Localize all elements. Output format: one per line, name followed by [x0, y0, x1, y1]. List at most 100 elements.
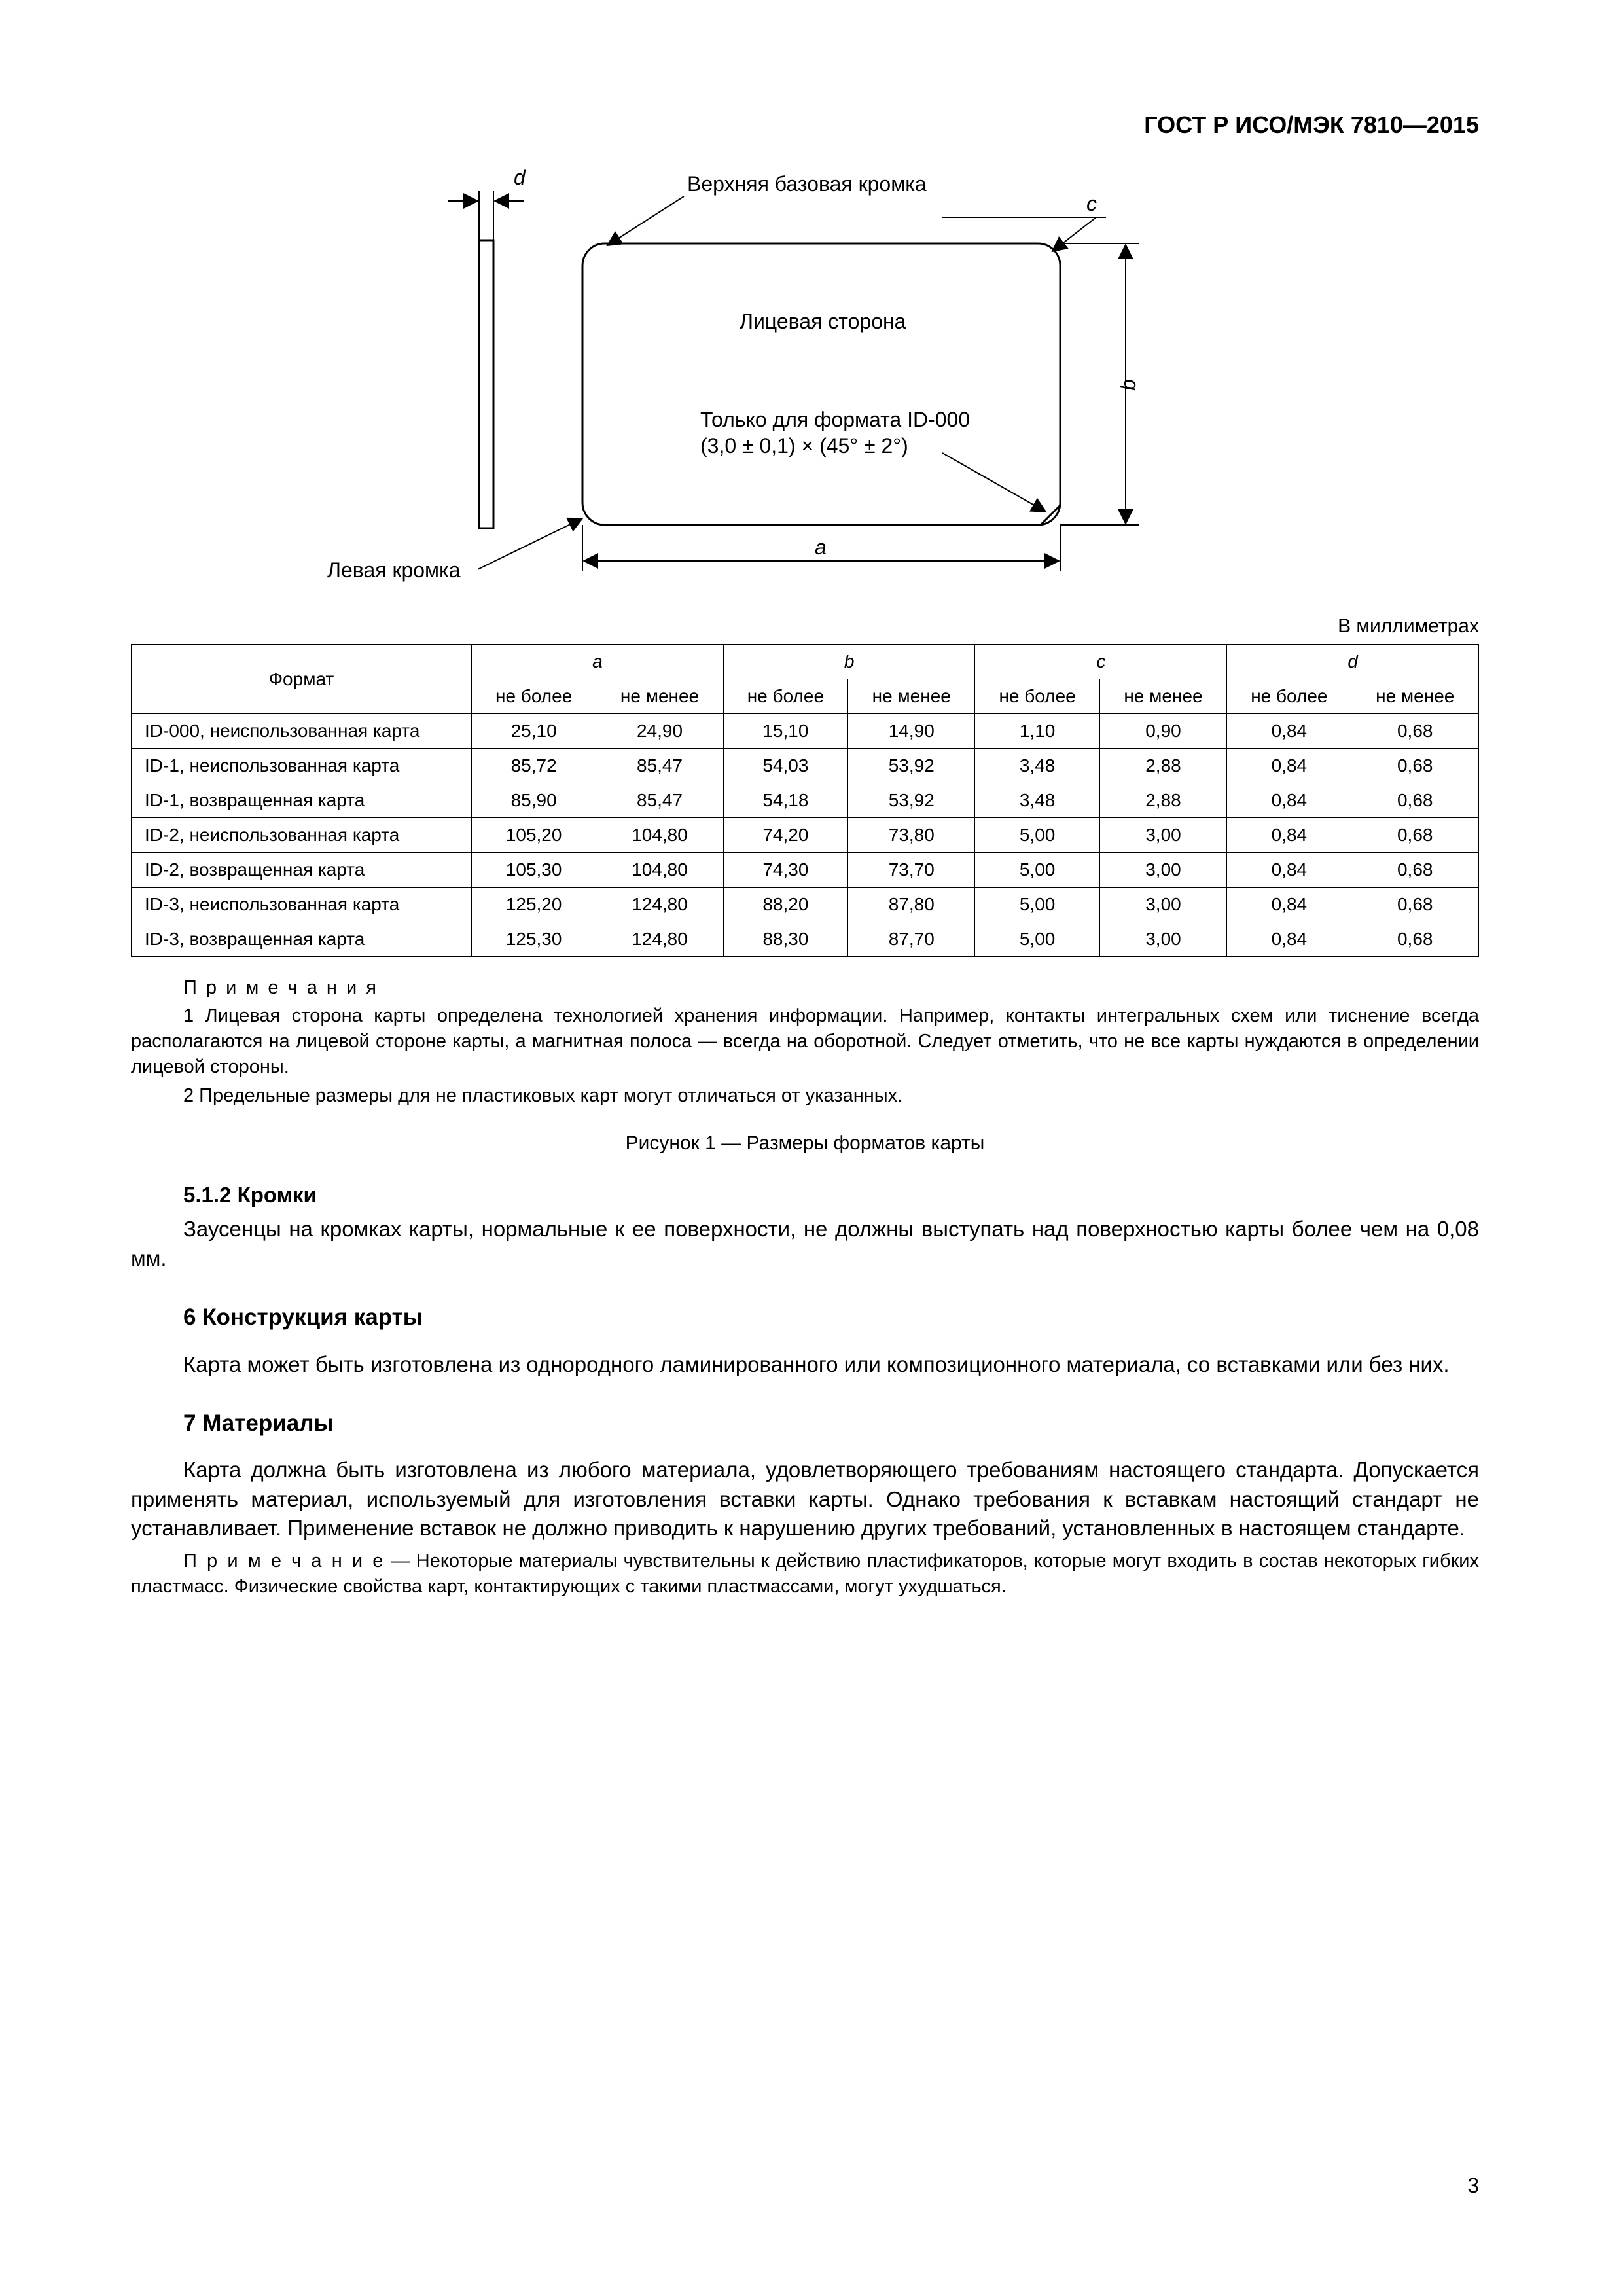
cell-value: 0,90	[1099, 714, 1226, 749]
cell-value: 5,00	[975, 818, 1099, 853]
figure-card-dimensions: d Верхняя базовая кромка c Лицевая сторо…	[131, 165, 1479, 610]
label-face-side: Лицевая сторона	[740, 310, 906, 333]
cell-value: 54,18	[723, 783, 847, 818]
cell-value: 124,80	[596, 888, 723, 922]
cell-value: 0,84	[1227, 888, 1351, 922]
th-group-b: b	[723, 645, 975, 679]
cell-value: 105,20	[472, 818, 596, 853]
heading-7: 7 Материалы	[131, 1408, 1479, 1439]
cell-value: 0,84	[1227, 818, 1351, 853]
cell-value: 124,80	[596, 922, 723, 957]
table-row: ID-1, неиспользованная карта85,7285,4754…	[132, 749, 1479, 783]
th-sub: не более	[723, 679, 847, 714]
cell-value: 88,20	[723, 888, 847, 922]
notes-title: П р и м е ч а н и я	[131, 977, 378, 998]
cell-value: 87,70	[848, 922, 975, 957]
th-sub: не менее	[1351, 679, 1479, 714]
cell-value: 3,00	[1099, 922, 1226, 957]
cell-value: 73,70	[848, 853, 975, 888]
para-5-1-2: Заусенцы на кромках карты, нормальные к …	[131, 1215, 1479, 1273]
cell-value: 0,68	[1351, 853, 1479, 888]
table-row: ID-2, неиспользованная карта105,20104,80…	[132, 818, 1479, 853]
cell-value: 73,80	[848, 818, 975, 853]
th-sub: не более	[472, 679, 596, 714]
cell-value: 0,68	[1351, 749, 1479, 783]
table-row: ID-2, возвращенная карта105,30104,8074,3…	[132, 853, 1479, 888]
dim-a-label: a	[815, 535, 827, 559]
cell-format: ID-2, неиспользованная карта	[132, 818, 472, 853]
table-row: ID-000, неиспользованная карта25,1024,90…	[132, 714, 1479, 749]
cell-value: 105,30	[472, 853, 596, 888]
cell-value: 3,48	[975, 749, 1099, 783]
cell-value: 2,88	[1099, 749, 1226, 783]
cell-format: ID-3, возвращенная карта	[132, 922, 472, 957]
label-id000-line2: (3,0 ± 0,1) × (45° ± 2°)	[700, 434, 908, 457]
cell-value: 0,84	[1227, 783, 1351, 818]
cell-value: 104,80	[596, 853, 723, 888]
cell-value: 1,10	[975, 714, 1099, 749]
cell-value: 3,00	[1099, 888, 1226, 922]
cell-format: ID-000, неиспользованная карта	[132, 714, 472, 749]
th-group-a: a	[472, 645, 724, 679]
cell-value: 15,10	[723, 714, 847, 749]
document-code: ГОСТ Р ИСО/МЭК 7810—2015	[131, 111, 1479, 139]
heading-5-1-2: 5.1.2 Кромки	[131, 1181, 1479, 1210]
th-sub: не менее	[1099, 679, 1226, 714]
cell-value: 0,68	[1351, 818, 1479, 853]
note-7: П р и м е ч а н и е — Некоторые материал…	[131, 1549, 1479, 1600]
para-7: Карта должна быть изготовлена из любого …	[131, 1456, 1479, 1543]
cell-value: 0,68	[1351, 888, 1479, 922]
th-group-d: d	[1227, 645, 1479, 679]
th-sub: не более	[1227, 679, 1351, 714]
th-sub: не более	[975, 679, 1099, 714]
cell-value: 14,90	[848, 714, 975, 749]
units-label: В миллиметрах	[131, 615, 1479, 637]
cell-value: 74,20	[723, 818, 847, 853]
cell-value: 125,20	[472, 888, 596, 922]
dim-d-label: d	[514, 166, 526, 189]
cell-value: 0,68	[1351, 922, 1479, 957]
note-1: 1 Лицевая сторона карты определена техно…	[131, 1003, 1479, 1080]
cell-value: 53,92	[848, 749, 975, 783]
cell-format: ID-1, неиспользованная карта	[132, 749, 472, 783]
cell-format: ID-2, возвращенная карта	[132, 853, 472, 888]
table-row: ID-3, неиспользованная карта125,20124,80…	[132, 888, 1479, 922]
heading-6: 6 Конструкция карты	[131, 1302, 1479, 1333]
cell-value: 5,00	[975, 922, 1099, 957]
cell-value: 88,30	[723, 922, 847, 957]
para-6: Карта может быть изготовлена из однородн…	[131, 1350, 1479, 1380]
th-group-c: c	[975, 645, 1227, 679]
cell-value: 0,84	[1227, 922, 1351, 957]
sec-number: 5.1.2	[183, 1183, 231, 1207]
cell-value: 85,47	[596, 783, 723, 818]
cell-value: 85,90	[472, 783, 596, 818]
label-id000-line1: Только для формата ID-000	[700, 408, 970, 431]
dim-b-label: b	[1116, 379, 1140, 391]
note-2: 2 Предельные размеры для не пластиковых …	[131, 1083, 1479, 1109]
cell-value: 104,80	[596, 818, 723, 853]
cell-value: 125,30	[472, 922, 596, 957]
cell-value: 3,00	[1099, 853, 1226, 888]
table-row: ID-3, возвращенная карта125,30124,8088,3…	[132, 922, 1479, 957]
table-row: ID-1, возвращенная карта85,9085,4754,185…	[132, 783, 1479, 818]
cell-value: 5,00	[975, 888, 1099, 922]
cell-value: 0,84	[1227, 853, 1351, 888]
cell-value: 54,03	[723, 749, 847, 783]
cell-value: 2,88	[1099, 783, 1226, 818]
dimensions-table: Формат a b c d не более не менее не боле…	[131, 644, 1479, 957]
cell-value: 85,72	[472, 749, 596, 783]
cell-value: 0,68	[1351, 714, 1479, 749]
cell-value: 0,84	[1227, 749, 1351, 783]
cell-format: ID-1, возвращенная карта	[132, 783, 472, 818]
label-top-edge: Верхняя базовая кромка	[687, 172, 927, 196]
cell-value: 53,92	[848, 783, 975, 818]
th-format: Формат	[132, 645, 472, 714]
dim-c-label: c	[1086, 192, 1097, 215]
sec-title: Кромки	[238, 1183, 317, 1207]
label-left-edge: Левая кромка	[327, 558, 461, 582]
page-number: 3	[1467, 2174, 1479, 2198]
th-sub: не менее	[848, 679, 975, 714]
cell-value: 24,90	[596, 714, 723, 749]
th-sub: не менее	[596, 679, 723, 714]
cell-value: 25,10	[472, 714, 596, 749]
